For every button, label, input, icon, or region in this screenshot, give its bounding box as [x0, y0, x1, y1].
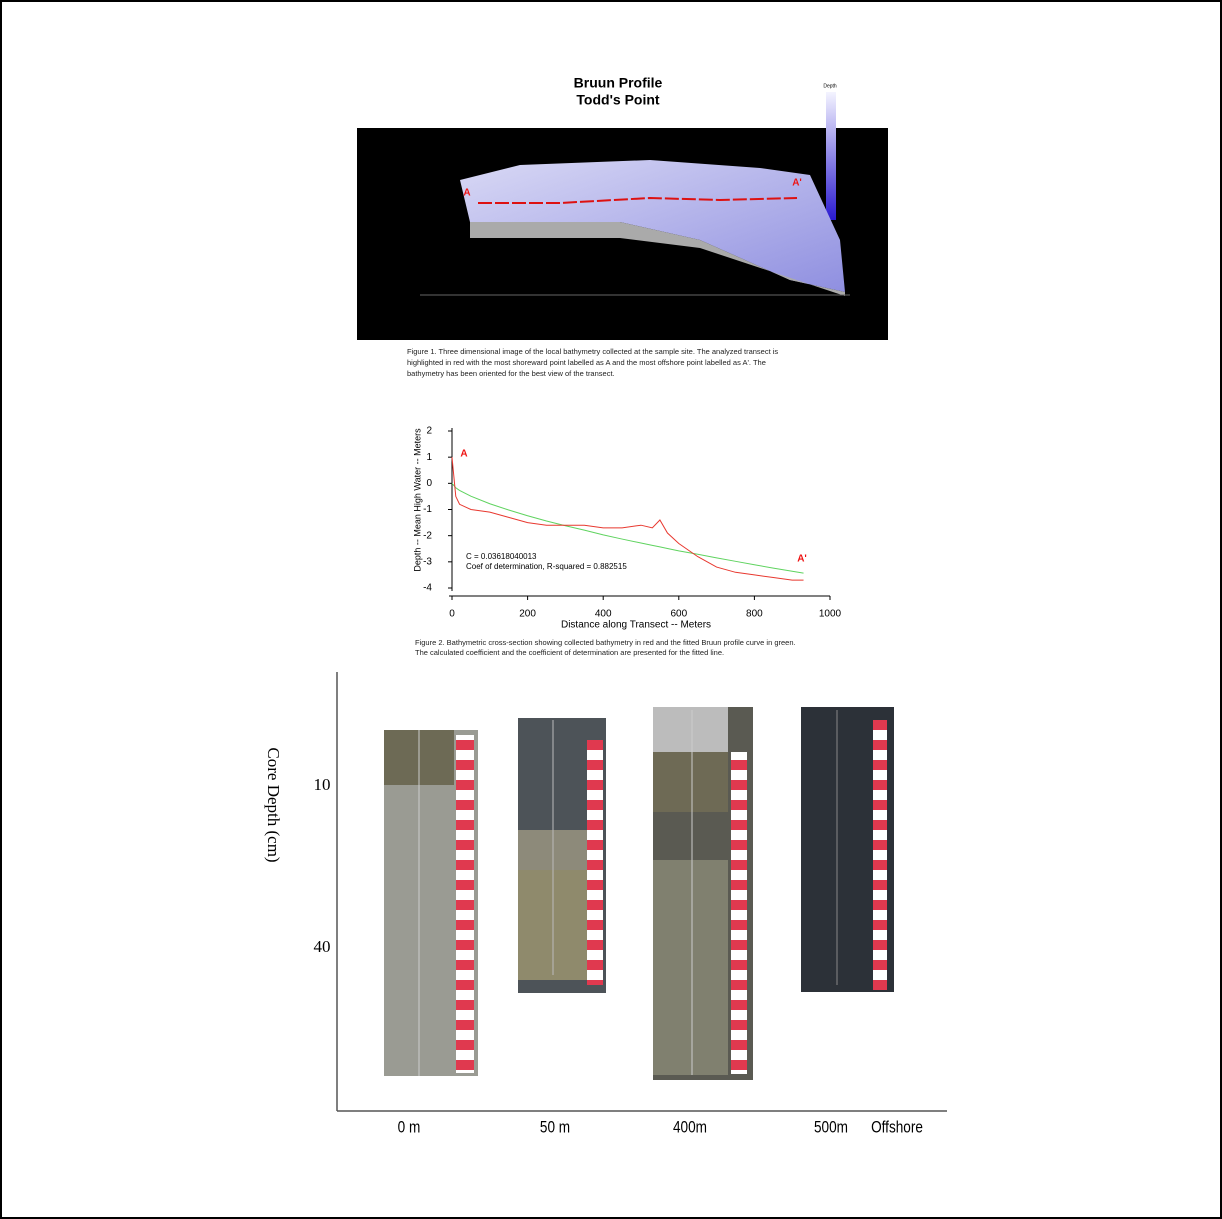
- x-tick-label: 400: [595, 609, 612, 620]
- colorbar-label: Depth: [823, 83, 837, 89]
- annotation: Coef of determination, R-squared = 0.882…: [466, 562, 627, 571]
- caption-line: Figure 1. Three dimensional image of the…: [407, 347, 778, 356]
- point-label: A': [792, 178, 802, 189]
- core-label: Offshore: [871, 1118, 923, 1137]
- x-tick-label: 1000: [819, 609, 842, 620]
- core-label: 0 m: [398, 1118, 421, 1137]
- y-tick-label: -2: [423, 530, 432, 541]
- y-tick-label: 1: [426, 452, 432, 463]
- y-tick-label: 40: [314, 937, 331, 956]
- caption-line: The calculated coefficient and the coeff…: [415, 648, 724, 657]
- colorbar: [826, 92, 836, 220]
- annotation: C = 0.03618040013: [466, 552, 537, 561]
- figure-subtitle: Todd's Point: [576, 92, 660, 108]
- caption-line: Figure 2. Bathymetric cross-section show…: [415, 638, 796, 647]
- core-photo: [653, 707, 753, 1080]
- point-label: A': [797, 554, 807, 565]
- y-tick-label: -3: [423, 556, 432, 567]
- point-label: A: [463, 188, 470, 199]
- y-axis-label: Depth -- Mean High Water -- Meters: [412, 428, 422, 572]
- core-photo: [384, 730, 478, 1076]
- y-axis-label: Core Depth (cm): [264, 747, 283, 862]
- caption-line: highlighted in red with the most shorewa…: [407, 358, 766, 367]
- figure-title: Bruun Profile: [574, 75, 663, 91]
- core-label: 50 m: [540, 1118, 570, 1137]
- x-tick-label: 800: [746, 609, 763, 620]
- core-label: 500m: [814, 1118, 848, 1137]
- y-tick-label: 0: [426, 478, 432, 489]
- x-tick-label: 0: [449, 609, 455, 620]
- core-photo: [801, 707, 894, 992]
- y-tick-label: 2: [426, 426, 432, 437]
- core-label: 400m: [673, 1118, 707, 1137]
- core-photo: [518, 718, 606, 993]
- y-tick-label: -4: [423, 583, 432, 594]
- y-tick-label: 10: [314, 775, 331, 794]
- x-tick-label: 200: [519, 609, 536, 620]
- point-label: A: [460, 449, 467, 460]
- y-tick-label: -1: [423, 504, 432, 515]
- page: Bruun Profile Todd's Point Depth A A' Fi…: [0, 0, 1222, 1219]
- x-axis-label: Distance along Transect -- Meters: [561, 620, 711, 631]
- caption-line: bathymetry has been oriented for the bes…: [407, 369, 615, 378]
- x-tick-label: 600: [670, 609, 687, 620]
